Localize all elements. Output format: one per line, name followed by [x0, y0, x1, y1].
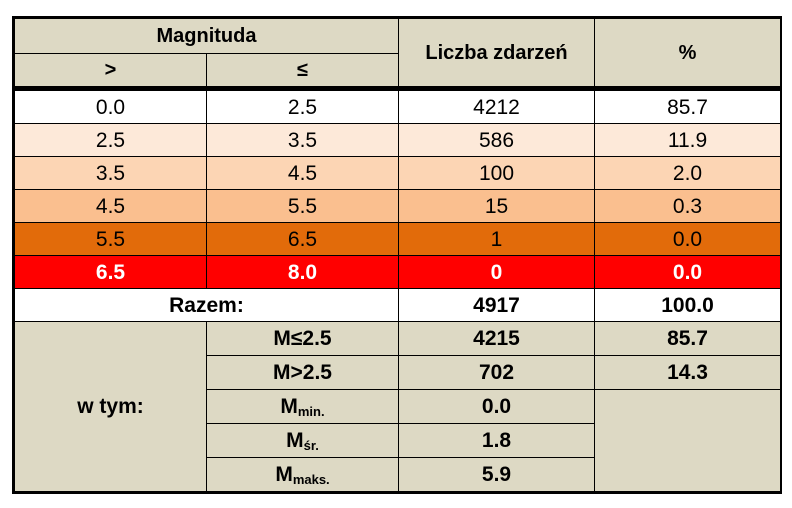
header-magnitude: Magnituda — [14, 18, 399, 54]
cell-percent: 11.9 — [594, 123, 781, 157]
cell-count: 4212 — [398, 90, 595, 124]
cell-from: 3.5 — [14, 156, 207, 190]
stat-symbol: M — [280, 394, 298, 418]
cell-percent: 0.0 — [594, 255, 781, 289]
table-row: 6.5 8.0 0 0.0 — [14, 255, 781, 289]
header-percent: % — [594, 18, 781, 87]
cell-to: 8.0 — [206, 255, 399, 289]
stat-min-label: Mmin. — [206, 389, 399, 424]
stat-symbol: M — [286, 428, 304, 452]
cell-percent: 0.0 — [594, 222, 781, 256]
stat-min-value: 0.0 — [398, 389, 595, 424]
table-row: 4.5 5.5 15 0.3 — [14, 189, 781, 223]
total-row: Razem: 4917 100.0 — [14, 288, 781, 322]
summary-count-gt: 702 — [398, 355, 595, 390]
header-greater-than: > — [14, 53, 207, 87]
stat-max-label: Mmaks. — [206, 457, 399, 492]
cell-to: 6.5 — [206, 222, 399, 256]
table-row: 2.5 3.5 586 11.9 — [14, 123, 781, 157]
total-count: 4917 — [398, 288, 595, 322]
summary-row: Mśr. 1.8 — [15, 423, 781, 458]
cell-count: 100 — [398, 156, 595, 190]
cell-count: 0 — [398, 255, 595, 289]
stat-avg-value: 1.8 — [398, 423, 595, 458]
summary-percent-le: 85.7 — [594, 321, 781, 356]
magnitude-table: Magnituda Liczba zdarzeń % > ≤ 0.0 2.5 4… — [12, 16, 782, 494]
stat-subscript: śr. — [303, 437, 319, 453]
cell-count: 1 — [398, 222, 595, 256]
summary-label-gt: M>2.5 — [206, 355, 399, 390]
table-row: 3.5 4.5 100 2.0 — [14, 156, 781, 190]
stat-symbol: M — [275, 462, 293, 486]
including-label: w tym: — [14, 321, 207, 492]
empty-cell — [594, 389, 781, 492]
stat-subscript: min. — [297, 403, 325, 419]
stat-subscript: maks. — [292, 471, 330, 487]
table-row: 5.5 6.5 1 0.0 — [14, 222, 781, 256]
table-row: 0.0 2.5 4212 85.7 — [14, 90, 781, 124]
cell-count: 15 — [398, 189, 595, 223]
total-label: Razem: — [14, 288, 399, 322]
header-count: Liczba zdarzeń — [398, 18, 595, 87]
cell-percent: 2.0 — [594, 156, 781, 190]
cell-percent: 85.7 — [594, 90, 781, 124]
summary-row: w tym: M≤2.5 4215 85.7 — [14, 321, 781, 492]
summary-label-le: M≤2.5 — [206, 321, 399, 356]
cell-from: 2.5 — [14, 123, 207, 157]
summary-row: Mmin. 0.0 — [15, 389, 781, 492]
cell-from: 6.5 — [14, 255, 207, 289]
stat-avg-label: Mśr. — [206, 423, 399, 458]
total-percent: 100.0 — [594, 288, 781, 322]
header-less-equal: ≤ — [206, 53, 399, 87]
cell-to: 2.5 — [206, 90, 399, 124]
cell-from: 5.5 — [14, 222, 207, 256]
summary-percent-gt: 14.3 — [594, 355, 781, 390]
cell-to: 5.5 — [206, 189, 399, 223]
stat-max-value: 5.9 — [398, 457, 595, 492]
cell-to: 3.5 — [206, 123, 399, 157]
summary-row: M>2.5 702 14.3 — [15, 355, 781, 390]
cell-from: 4.5 — [14, 189, 207, 223]
summary-row: Mmaks. 5.9 — [15, 457, 781, 492]
cell-count: 586 — [398, 123, 595, 157]
summary-count-le: 4215 — [398, 321, 595, 356]
cell-percent: 0.3 — [594, 189, 781, 223]
cell-from: 0.0 — [14, 90, 207, 124]
cell-to: 4.5 — [206, 156, 399, 190]
